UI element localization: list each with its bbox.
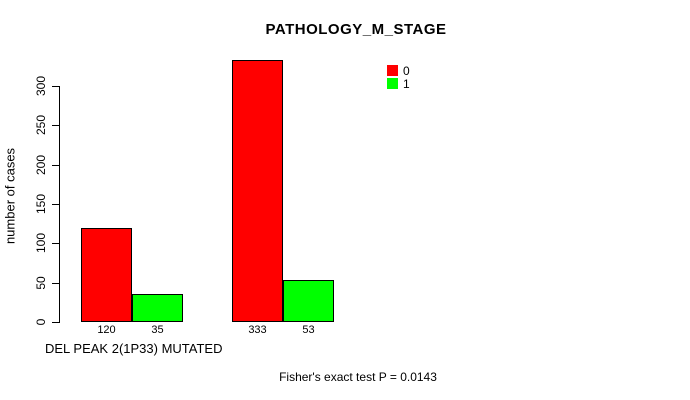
y-tick-mark: [52, 322, 59, 323]
y-tick-label: 50: [34, 276, 48, 290]
fisher-exact-test-note: Fisher's exact test P = 0.0143: [279, 370, 437, 384]
chart-title: PATHOLOGY_M_STAGE: [265, 21, 447, 38]
y-tick-mark: [52, 283, 59, 284]
legend-item-0: 0: [387, 64, 410, 77]
bar-group2-series-1: [283, 280, 334, 322]
bar-group2-series-0: [232, 60, 283, 322]
legend: 0 1: [387, 64, 410, 90]
y-tick-label: 200: [34, 154, 48, 176]
y-tick-mark: [52, 125, 59, 126]
bar-group1-series-0: [81, 228, 132, 322]
y-tick-mark: [52, 204, 59, 205]
y-axis-line: [59, 86, 60, 323]
y-tick-label: 150: [34, 193, 48, 215]
y-tick-mark: [52, 165, 59, 166]
legend-item-1: 1: [387, 77, 410, 90]
bar-count-label: 35: [151, 324, 164, 336]
legend-swatch-green: [387, 78, 398, 89]
y-tick-label: 0: [34, 318, 48, 326]
legend-swatch-red: [387, 65, 398, 76]
bar-count-label: 53: [302, 324, 315, 336]
y-tick-label: 250: [34, 114, 48, 136]
bar-count-label: 120: [97, 324, 116, 336]
y-tick-label: 300: [34, 75, 48, 97]
legend-label: 1: [403, 76, 410, 91]
x-axis-label: DEL PEAK 2(1P33) MUTATED: [45, 341, 223, 356]
y-tick-mark: [52, 243, 59, 244]
bar-count-label: 333: [248, 324, 267, 336]
y-tick-mark: [52, 86, 59, 87]
legend-label: 0: [403, 63, 410, 78]
y-tick-label: 100: [34, 232, 48, 254]
bar-group1-series-1: [132, 294, 183, 322]
y-axis-label: number of cases: [2, 147, 18, 245]
